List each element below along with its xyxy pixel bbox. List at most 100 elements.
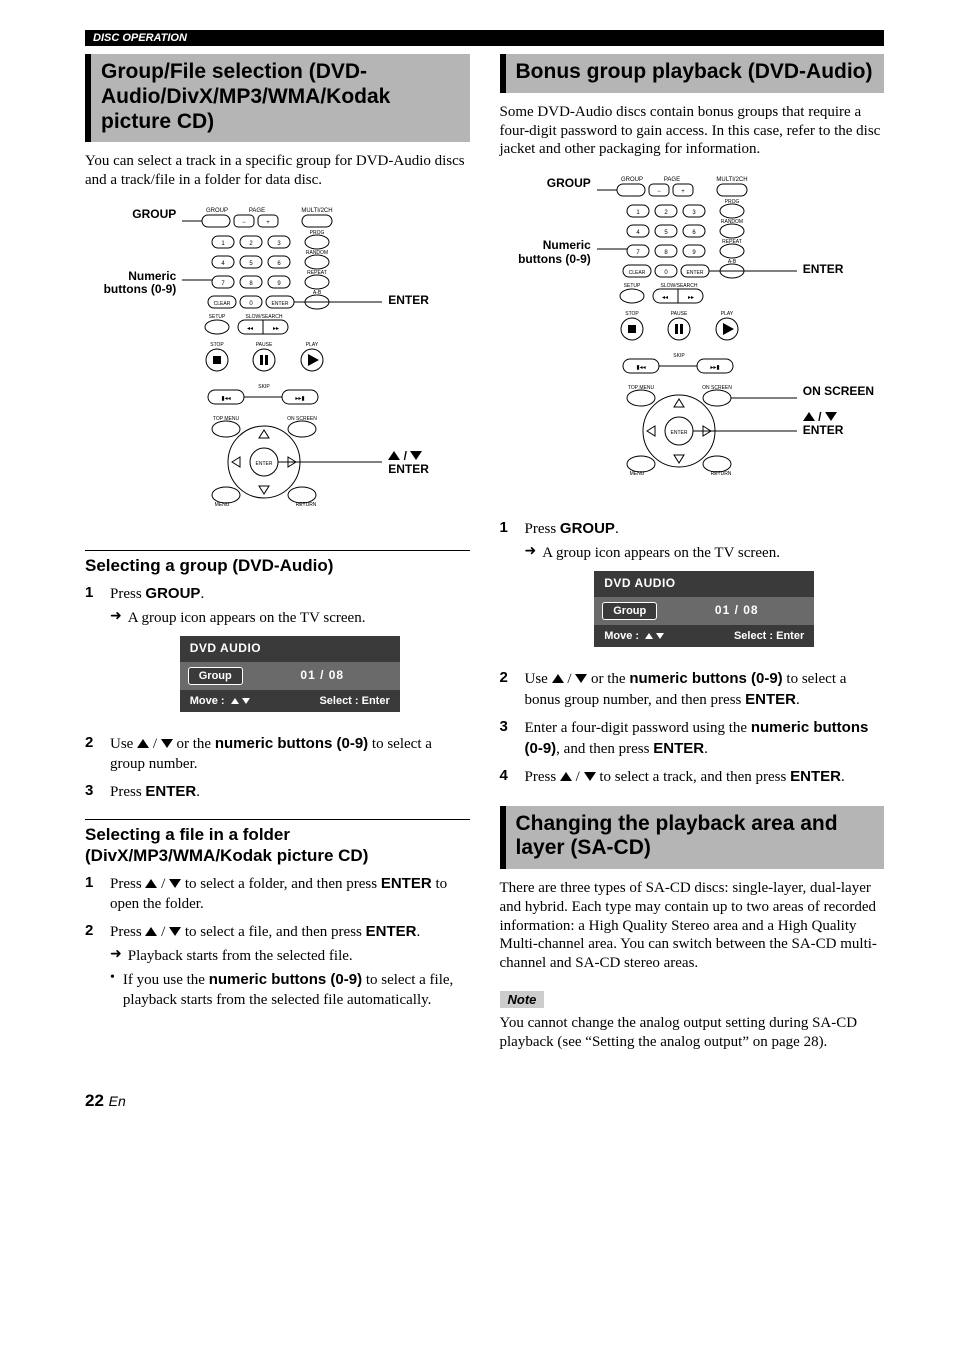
label-numeric: Numeric buttons (0-9) [94, 270, 176, 298]
remote-right-labels: ENTER / ENTER [388, 202, 460, 477]
svg-text:PROG: PROG [724, 199, 739, 205]
osd-box: DVD AUDIO Group 01 / 08 Move : Select : … [180, 636, 400, 712]
section-title-text: Group/File selection (DVD-Audio/DivX/MP3… [101, 60, 460, 134]
label-onscreen: ON SCREEN [803, 385, 875, 399]
step-number: 3 [85, 782, 100, 803]
svg-text:PAGE: PAGE [664, 177, 680, 183]
svg-text:SKIP: SKIP [673, 353, 685, 359]
label-group: GROUP [509, 177, 591, 191]
svg-text:SETUP: SETUP [209, 314, 226, 320]
step-number: 1 [500, 519, 515, 661]
svg-text:PLAY: PLAY [306, 342, 319, 348]
svg-text:CLEAR: CLEAR [628, 270, 645, 276]
label-enter: ENTER [388, 294, 460, 308]
section-title: Changing the playback area and layer (SA… [500, 806, 885, 870]
svg-text:ENTER: ENTER [272, 301, 289, 307]
svg-text:REPEAT: REPEAT [307, 270, 327, 276]
svg-text:▸▸▮: ▸▸▮ [296, 396, 305, 402]
svg-text:CLEAR: CLEAR [214, 301, 231, 307]
label-enter: ENTER [803, 263, 875, 277]
svg-text:5: 5 [250, 261, 254, 267]
svg-text:ENTER: ENTER [686, 270, 703, 276]
osd-value: 01 / 08 [667, 603, 806, 619]
osd-chip: Group [188, 667, 243, 685]
svg-text:STOP: STOP [210, 342, 224, 348]
svg-text:7: 7 [222, 281, 226, 287]
svg-text:7: 7 [636, 250, 640, 256]
svg-text:RANDOM: RANDOM [721, 219, 743, 225]
svg-text:SLOW/SEARCH: SLOW/SEARCH [660, 283, 697, 289]
steps-list: 1 Press GROUP. ➜A group icon appears on … [500, 519, 885, 788]
svg-text:PAUSE: PAUSE [670, 311, 687, 317]
label-updown: / ENTER [388, 450, 460, 478]
svg-text:A-B: A-B [728, 259, 737, 265]
svg-text:4: 4 [636, 230, 640, 236]
svg-text:8: 8 [664, 250, 668, 256]
svg-text:+: + [266, 220, 270, 226]
step-number: 2 [500, 669, 515, 710]
svg-text:ENTER: ENTER [670, 430, 687, 436]
svg-text:−: − [242, 220, 246, 226]
svg-text:MULTI/2CH: MULTI/2CH [302, 208, 333, 214]
svg-text:2: 2 [250, 241, 254, 247]
svg-text:SETUP: SETUP [623, 283, 640, 289]
page-number: 22 En [85, 1091, 884, 1111]
section-title-text: Bonus group playback (DVD-Audio) [516, 60, 875, 85]
svg-text:MULTI/2CH: MULTI/2CH [716, 177, 747, 183]
osd-chip: Group [602, 602, 657, 620]
remote-svg: GROUPPAGEMULTI/2CH − + 1 2 3 PROG [597, 171, 797, 501]
label-updown: / ENTER [803, 411, 875, 439]
step-number: 4 [500, 767, 515, 788]
svg-text:▸▸: ▸▸ [688, 295, 694, 301]
remote-svg: GROUP PAGE MULTI/2CH − + [182, 202, 382, 532]
step-number: 2 [85, 922, 100, 1010]
osd-value: 01 / 08 [253, 668, 392, 684]
right-column: Bonus group playback (DVD-Audio) Some DV… [500, 54, 885, 1063]
osd-title: DVD AUDIO [594, 571, 814, 597]
step-number: 1 [85, 874, 100, 914]
svg-text:A-B: A-B [313, 290, 322, 296]
label-group: GROUP [94, 208, 176, 222]
remote-diagram: GROUP Numeric buttons (0-9) GROUP PAGE MUL… [500, 171, 885, 501]
svg-text:3: 3 [692, 210, 696, 216]
remote-left-labels: GROUP Numeric buttons (0-9) [509, 171, 591, 266]
label-numeric: Numeric buttons (0-9) [509, 239, 591, 267]
intro-text: Some DVD-Audio discs contain bonus group… [500, 103, 885, 159]
svg-text:▸▸: ▸▸ [273, 326, 279, 332]
svg-text:3: 3 [278, 241, 282, 247]
svg-text:PLAY: PLAY [721, 311, 734, 317]
svg-text:+: + [681, 189, 685, 195]
svg-text:GROUP: GROUP [206, 208, 228, 214]
steps-list: 1 Press / to select a folder, and then p… [85, 874, 470, 1010]
svg-text:ENTER: ENTER [256, 461, 273, 467]
svg-text:PAGE: PAGE [249, 208, 265, 214]
osd-title: DVD AUDIO [180, 636, 400, 662]
svg-text:6: 6 [278, 261, 282, 267]
intro-text: There are three types of SA-CD discs: si… [500, 879, 885, 973]
svg-text:5: 5 [664, 230, 668, 236]
remote-right-labels: ENTER ON SCREEN / ENTER [803, 171, 875, 438]
left-column: Group/File selection (DVD-Audio/DivX/MP3… [85, 54, 470, 1063]
subheading: Selecting a group (DVD-Audio) [85, 555, 470, 576]
svg-text:6: 6 [692, 230, 696, 236]
svg-text:−: − [657, 189, 661, 195]
note-chip: Note [500, 991, 545, 1008]
svg-text:STOP: STOP [625, 311, 639, 317]
svg-text:9: 9 [278, 281, 282, 287]
svg-text:4: 4 [222, 261, 226, 267]
subheading: Selecting a file in a folder (DivX/MP3/W… [85, 824, 470, 867]
step-number: 1 [85, 584, 100, 726]
svg-text:2: 2 [664, 210, 668, 216]
svg-text:PROG: PROG [310, 230, 325, 236]
svg-text:▸▸▮: ▸▸▮ [710, 365, 719, 371]
steps-list: 1 Press GROUP. ➜A group icon appears on … [85, 584, 470, 803]
section-header: DISC OPERATION [85, 30, 884, 46]
osd-box: DVD AUDIO Group 01 / 08 Move : Select : … [594, 571, 814, 647]
section-title: Bonus group playback (DVD-Audio) [500, 54, 885, 93]
intro-text: You can select a track in a specific gro… [85, 152, 470, 190]
svg-text:1: 1 [222, 241, 226, 247]
section-title-text: Changing the playback area and layer (SA… [516, 812, 875, 862]
svg-text:◂◂: ◂◂ [247, 326, 253, 332]
svg-text:▮◂◂: ▮◂◂ [636, 365, 645, 371]
remote-left-labels: GROUP Numeric buttons (0-9) [94, 202, 176, 297]
